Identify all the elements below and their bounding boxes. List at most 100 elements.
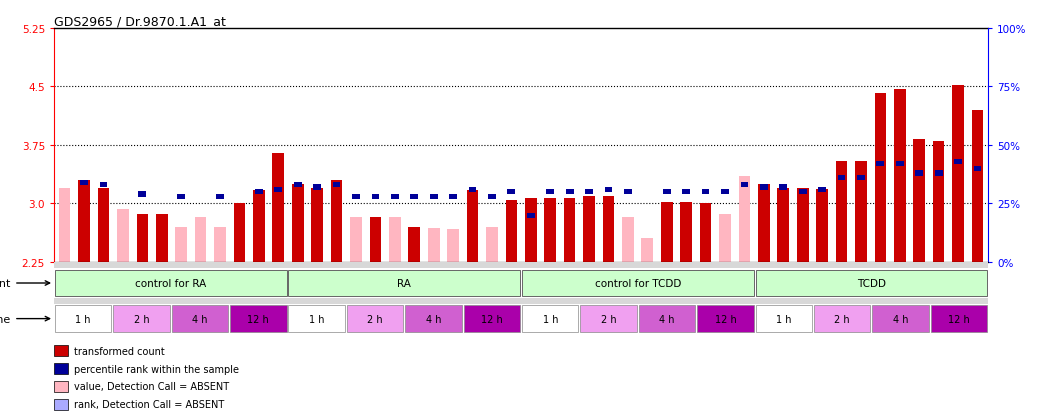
Bar — [522, 270, 754, 297]
Bar — [372, 195, 379, 199]
Bar — [255, 190, 263, 195]
Bar — [430, 195, 438, 199]
Bar — [583, 196, 595, 262]
Bar — [195, 217, 207, 262]
Bar — [428, 229, 439, 262]
Bar — [972, 111, 983, 262]
Bar — [216, 195, 224, 199]
Bar — [814, 306, 871, 332]
Bar — [137, 214, 148, 262]
Bar — [780, 185, 787, 190]
Bar — [935, 171, 943, 176]
Bar — [661, 202, 673, 262]
Bar — [350, 217, 362, 262]
Bar — [391, 195, 399, 199]
Text: 1 h: 1 h — [776, 314, 792, 324]
Bar — [799, 190, 807, 195]
Bar — [175, 227, 187, 262]
Bar — [294, 183, 302, 188]
Bar — [54, 346, 69, 356]
Bar — [449, 195, 457, 199]
Bar — [333, 183, 340, 188]
Bar — [292, 185, 303, 262]
Bar — [931, 306, 987, 332]
Bar — [721, 190, 729, 195]
Bar — [896, 161, 904, 167]
Text: rank, Detection Call = ABSENT: rank, Detection Call = ABSENT — [74, 399, 224, 409]
Bar — [818, 188, 826, 192]
Text: 4 h: 4 h — [659, 314, 675, 324]
Bar — [758, 185, 770, 262]
Text: 1 h: 1 h — [543, 314, 558, 324]
Bar — [566, 190, 574, 195]
Bar — [234, 204, 245, 262]
Text: 4 h: 4 h — [893, 314, 908, 324]
Bar — [855, 161, 867, 262]
Text: control for RA: control for RA — [135, 278, 207, 288]
Bar — [700, 204, 711, 262]
Text: 4 h: 4 h — [426, 314, 441, 324]
Bar — [952, 85, 964, 262]
Bar — [78, 180, 90, 262]
Text: agent: agent — [0, 278, 50, 288]
Bar — [486, 227, 498, 262]
Bar — [580, 306, 637, 332]
Bar — [760, 185, 768, 190]
Bar — [410, 195, 418, 199]
Bar — [797, 188, 809, 262]
Text: 4 h: 4 h — [192, 314, 208, 324]
Bar — [508, 190, 515, 195]
Text: GDS2965 / Dr.9870.1.A1_at: GDS2965 / Dr.9870.1.A1_at — [54, 15, 226, 28]
Bar — [488, 195, 496, 199]
Bar — [525, 199, 537, 262]
Bar — [624, 190, 632, 195]
Bar — [756, 270, 987, 297]
Bar — [872, 306, 929, 332]
Bar — [740, 183, 748, 188]
Bar — [468, 188, 476, 192]
Bar — [836, 161, 847, 262]
Text: TCDD: TCDD — [857, 278, 885, 288]
Bar — [55, 270, 286, 297]
Bar — [405, 306, 462, 332]
Bar — [777, 188, 789, 262]
Bar — [253, 191, 265, 262]
Bar — [816, 190, 828, 262]
Bar — [59, 188, 71, 262]
Bar — [544, 199, 556, 262]
Bar — [875, 93, 886, 262]
Bar — [894, 90, 905, 262]
Bar — [370, 217, 381, 262]
Bar — [156, 214, 167, 262]
Text: 2 h: 2 h — [835, 314, 850, 324]
Bar — [546, 190, 554, 195]
Bar — [274, 188, 282, 192]
Bar — [464, 306, 520, 332]
Bar — [54, 363, 69, 374]
Bar — [622, 217, 634, 262]
Bar — [177, 195, 185, 199]
Bar — [838, 176, 845, 181]
Text: transformed count: transformed count — [74, 346, 165, 356]
Bar — [698, 306, 754, 332]
Bar — [117, 209, 129, 262]
Bar — [98, 188, 109, 262]
Bar — [756, 306, 812, 332]
Text: 2 h: 2 h — [601, 314, 617, 324]
Text: 1 h: 1 h — [76, 314, 91, 324]
Bar — [522, 306, 578, 332]
Bar — [313, 185, 321, 190]
Bar — [230, 306, 286, 332]
Bar — [331, 180, 343, 262]
Bar — [54, 399, 69, 410]
Bar — [916, 171, 923, 176]
Bar — [289, 306, 345, 332]
Bar — [447, 230, 459, 262]
Bar — [954, 159, 962, 164]
Bar — [272, 153, 284, 262]
Bar — [138, 192, 146, 197]
Bar — [663, 190, 671, 195]
Bar — [527, 213, 535, 218]
Bar — [289, 270, 520, 297]
Text: 12 h: 12 h — [714, 314, 736, 324]
